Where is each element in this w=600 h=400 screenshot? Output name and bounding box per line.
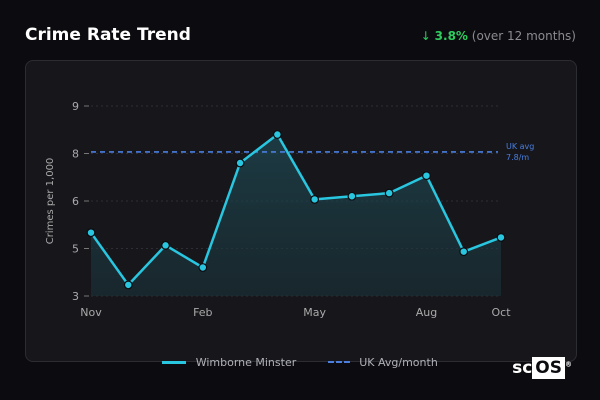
data-point xyxy=(161,240,170,250)
series-line xyxy=(89,133,502,287)
data-point xyxy=(235,158,245,168)
change-note: (over 12 months) xyxy=(471,29,576,43)
data-point xyxy=(459,247,469,257)
data-point xyxy=(272,130,282,139)
x-tick-label: Feb xyxy=(193,306,212,319)
page-title: Crime Rate Trend xyxy=(25,25,191,45)
x-tick-label: Nov xyxy=(80,306,102,319)
y-axis-label: Crimes per 1,000 xyxy=(45,158,56,245)
legend-line-swatch xyxy=(162,360,187,364)
trend-change: ↓ 3.8% (over 12 months) xyxy=(421,29,576,43)
change-percent: 3.8% xyxy=(434,29,468,43)
data-point xyxy=(310,195,320,204)
logo: sc OS ® xyxy=(512,357,572,379)
y-tick-label: 6 xyxy=(72,195,79,208)
series-area xyxy=(91,134,501,296)
x-tick-label: Oct xyxy=(491,306,511,319)
uk-avg-value: 7.8/m xyxy=(506,153,529,162)
y-tick-label: 3 xyxy=(72,290,79,303)
x-tick-label: Aug xyxy=(416,306,437,319)
data-point xyxy=(347,191,357,201)
data-point xyxy=(422,171,431,181)
data-point xyxy=(384,188,394,198)
data-point xyxy=(198,263,208,272)
data-point xyxy=(496,233,506,242)
uk-avg-label: UK avg xyxy=(506,142,534,151)
legend-series: Wimborne Minster xyxy=(195,355,297,369)
data-point xyxy=(123,280,133,290)
legend-dash-swatch xyxy=(327,361,350,363)
legend: Wimborne Minster UK Avg/month xyxy=(0,355,600,369)
y-tick-label: 5 xyxy=(72,243,79,256)
data-point xyxy=(86,228,96,238)
x-tick-label: May xyxy=(303,306,326,319)
legend-avg: UK Avg/month xyxy=(359,355,438,369)
down-arrow-icon: ↓ xyxy=(420,29,431,43)
y-tick-label: 9 xyxy=(72,100,79,113)
y-tick-label: 8 xyxy=(72,148,79,161)
